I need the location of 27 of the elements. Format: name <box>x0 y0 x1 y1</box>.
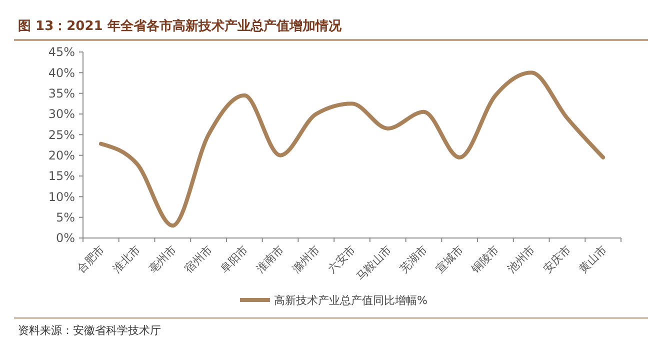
x-tick-label: 黄山市 <box>576 242 610 276</box>
y-tick-label: 20% <box>48 148 75 163</box>
x-tick-label: 滁州市 <box>290 242 322 276</box>
x-tick-label: 池州市 <box>504 242 538 276</box>
x-tick-label: 淮北市 <box>110 242 143 276</box>
x-tick-label: 合肥市 <box>74 242 108 276</box>
x-tick-label: 淮南市 <box>254 242 286 276</box>
chart-title: 图 13：2021 年全省各市高新技术产业总产值增加情况 <box>18 18 342 34</box>
x-tick-label: 亳州市 <box>146 242 179 276</box>
y-tick-label: 45% <box>48 45 75 60</box>
line-series <box>98 70 606 228</box>
x-tick-label: 安庆市 <box>540 242 574 276</box>
y-tick-label: 0% <box>56 231 75 246</box>
x-tick-label: 宣城市 <box>433 242 466 276</box>
y-tick-label: 5% <box>56 210 75 225</box>
text: 资料来源：安徽省科学技术厅 <box>18 324 161 337</box>
y-tick-label: 25% <box>48 128 75 142</box>
x-tick-label: 芜湖市 <box>397 242 430 276</box>
y-tick-label: 30% <box>48 107 75 122</box>
x-tick-label: 铜陵市 <box>468 242 502 276</box>
y-tick-label: 10% <box>48 190 75 204</box>
y-tick-label: 40% <box>48 66 75 80</box>
legend-label: 高新技术产业总产值同比增幅% <box>274 294 428 307</box>
x-tick-label: 阜阳市 <box>218 242 251 276</box>
y-tick-label: 15% <box>48 169 75 184</box>
x-tick-label: 宿州市 <box>182 242 215 276</box>
y-tick-label: 35% <box>48 86 75 101</box>
